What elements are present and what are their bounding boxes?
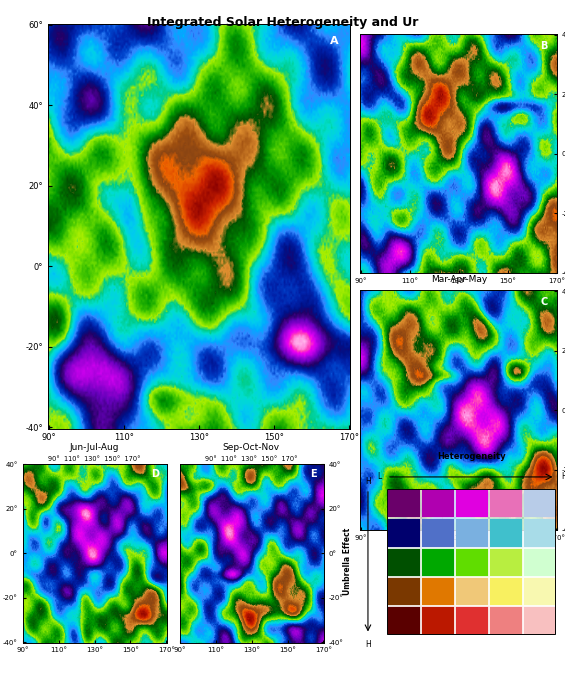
Bar bbox=[455, 576, 488, 605]
Bar bbox=[455, 606, 488, 634]
Bar bbox=[489, 489, 521, 517]
Bar bbox=[523, 489, 555, 517]
Text: Mar-Apr-May: Mar-Apr-May bbox=[431, 275, 487, 284]
Text: A: A bbox=[329, 36, 338, 46]
Text: D: D bbox=[151, 469, 159, 479]
Bar bbox=[523, 518, 555, 547]
Text: Heterogeneity: Heterogeneity bbox=[437, 452, 506, 462]
Bar bbox=[387, 489, 555, 634]
Bar bbox=[455, 547, 488, 576]
Text: H: H bbox=[365, 640, 371, 649]
Bar bbox=[523, 547, 555, 576]
Bar bbox=[421, 489, 454, 517]
Bar bbox=[421, 606, 454, 634]
Text: 90°  110°  130°  150°  170°: 90° 110° 130° 150° 170° bbox=[205, 456, 298, 462]
Text: Umbrella Effect: Umbrella Effect bbox=[344, 528, 353, 595]
Bar bbox=[523, 606, 555, 634]
Text: Jun-Jul-Aug: Jun-Jul-Aug bbox=[69, 443, 119, 452]
Bar bbox=[421, 547, 454, 576]
Bar bbox=[489, 547, 521, 576]
Bar bbox=[523, 576, 555, 605]
Text: H: H bbox=[365, 477, 371, 485]
Text: 90°  110°  130°  150°  170°: 90° 110° 130° 150° 170° bbox=[48, 456, 141, 462]
Bar bbox=[489, 518, 521, 547]
Bar bbox=[489, 606, 521, 634]
Text: L: L bbox=[377, 472, 382, 481]
Bar bbox=[387, 606, 420, 634]
Bar bbox=[421, 576, 454, 605]
Bar bbox=[387, 576, 420, 605]
Bar bbox=[421, 518, 454, 547]
Bar bbox=[455, 518, 488, 547]
Bar bbox=[387, 518, 420, 547]
Text: B: B bbox=[540, 41, 547, 51]
Bar bbox=[489, 576, 521, 605]
Text: H: H bbox=[560, 472, 565, 481]
Bar bbox=[387, 489, 420, 517]
Text: C: C bbox=[540, 298, 547, 307]
Bar bbox=[387, 547, 420, 576]
Text: Sep-Oct-Nov: Sep-Oct-Nov bbox=[223, 443, 280, 452]
Text: E: E bbox=[310, 469, 316, 479]
Text: Integrated Solar Heterogeneity and Ur: Integrated Solar Heterogeneity and Ur bbox=[147, 16, 418, 28]
Bar bbox=[455, 489, 488, 517]
